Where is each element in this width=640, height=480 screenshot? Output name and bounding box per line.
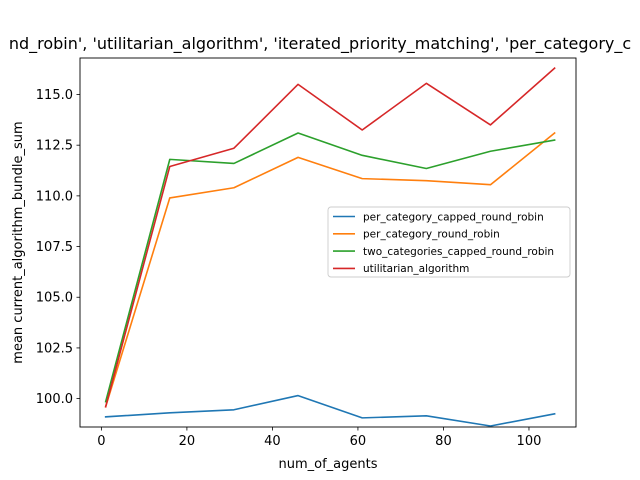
- series-line-per_category_capped_round_robin: [104, 394, 556, 427]
- legend: per_category_capped_round_robin per_categ…: [327, 206, 571, 278]
- legend-label: per_category_round_robin: [363, 229, 500, 241]
- legend-label: utilitarian_algorithm: [363, 263, 469, 275]
- series-line-utilitarian_algorithm: [104, 67, 556, 408]
- y-tick-label: 102.5: [36, 341, 73, 356]
- ticks: [76, 94, 530, 431]
- legend-label: per_category_capped_round_robin: [363, 211, 544, 223]
- legend-frame: [327, 206, 571, 278]
- plot-frame: [79, 57, 577, 428]
- x-tick-label: 80: [435, 434, 452, 449]
- x-tick-label: 0: [97, 434, 105, 449]
- y-tick-label: 110.0: [36, 189, 73, 204]
- series-line-per_category_round_robin: [104, 131, 556, 408]
- y-tick-label: 107.5: [36, 240, 73, 255]
- series-line-two_categories_capped_round_robin: [104, 132, 556, 403]
- x-tick-label: 100: [517, 434, 542, 449]
- x-axis-label: num_of_agents: [279, 457, 378, 472]
- chart-title: nd_robin', 'utilitarian_algorithm', 'ite…: [9, 34, 631, 54]
- x-tick-label: 60: [350, 434, 367, 449]
- x-tick-labels: 0 20 40 60 80 100: [97, 434, 541, 449]
- y-tick-labels: 100.0 102.5 105.0 107.5 110.0 112.5 115.0: [36, 88, 73, 407]
- x-tick-label: 20: [179, 434, 196, 449]
- y-tick-label: 115.0: [36, 88, 73, 103]
- y-tick-label: 105.0: [36, 291, 73, 306]
- y-tick-label: 100.0: [36, 392, 73, 407]
- x-tick-label: 40: [264, 434, 281, 449]
- y-axis-label: mean current_algorithm_bundle_sum: [11, 121, 26, 363]
- y-tick-label: 112.5: [36, 139, 73, 154]
- legend-label: two_categories_capped_round_robin: [363, 246, 554, 258]
- series-lines: [104, 67, 556, 427]
